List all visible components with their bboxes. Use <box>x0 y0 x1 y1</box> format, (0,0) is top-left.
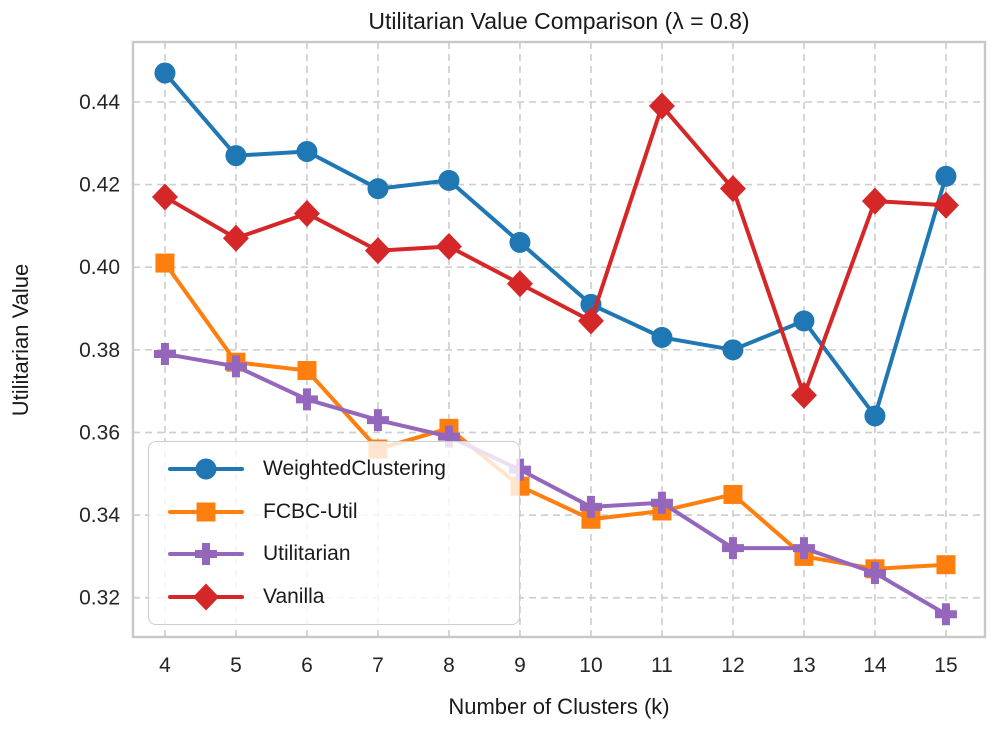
x-tick-label: 11 <box>651 654 673 677</box>
marker-Vanilla <box>577 307 604 335</box>
series-line-WeightedClustering <box>162 70 948 418</box>
marker-FCBC-Util <box>936 555 956 575</box>
marker-Vanilla <box>506 270 533 298</box>
marker-Utilitarian <box>721 537 744 560</box>
legend-marker-FCBC-Util <box>196 502 216 522</box>
marker-Vanilla <box>435 233 462 261</box>
series-Utilitarian <box>153 342 957 626</box>
legend-item-Vanilla: Vanilla <box>167 582 509 612</box>
chart-title: Utilitarian Value Comparison (λ = 0.8) <box>368 8 750 34</box>
marker-Vanilla <box>222 224 249 252</box>
x-tick-label: 9 <box>514 654 526 677</box>
x-tick-label: 13 <box>792 654 815 677</box>
marker-FCBC-Util <box>297 360 317 380</box>
legend-label-FCBC-Util: FCBC-Util <box>263 499 358 523</box>
legend-marker-Utilitarian <box>195 543 217 566</box>
x-tick-label: 5 <box>230 654 242 677</box>
marker-Vanilla <box>648 92 675 120</box>
x-tick-label: 14 <box>863 654 887 677</box>
marker-FCBC-Util <box>723 484 743 504</box>
marker-WeightedClustering <box>722 339 744 361</box>
x-axis-label: Number of Clusters (k) <box>448 694 670 719</box>
series-line-FCBC-Util <box>162 261 948 571</box>
marker-WeightedClustering <box>935 165 957 187</box>
circle-legend-marker-icon <box>168 458 244 480</box>
marker-Utilitarian <box>934 603 957 626</box>
marker-Vanilla <box>790 381 817 409</box>
plot-border <box>131 40 987 639</box>
square-legend-marker-icon <box>168 502 244 522</box>
marker-Utilitarian <box>224 355 247 378</box>
marker-WeightedClustering <box>651 326 673 348</box>
marker-WeightedClustering <box>793 310 815 332</box>
marker-WeightedClustering <box>225 145 247 167</box>
x-tick-label: 7 <box>372 654 384 677</box>
marker-WeightedClustering <box>296 140 318 162</box>
legend-item-FCBC-Util: FCBC-Util <box>167 497 509 527</box>
x-tick-label: 8 <box>443 654 455 677</box>
x-tick-label: 10 <box>579 654 602 677</box>
marker-Vanilla <box>364 237 391 265</box>
x-tick-label: 12 <box>721 654 744 677</box>
diamond-legend-marker-icon <box>168 583 244 611</box>
series-line-Utilitarian <box>162 351 948 617</box>
marker-Vanilla <box>861 187 888 215</box>
legend: WeightedClustering FCBC-Util Utilitarian Va… <box>148 441 520 625</box>
marker-WeightedClustering <box>367 178 389 200</box>
marker-Utilitarian <box>863 561 886 584</box>
legend-marker-Vanilla <box>193 583 219 611</box>
series-Vanilla <box>151 92 959 409</box>
series-line-Vanilla <box>162 104 948 398</box>
legend-label-Vanilla: Vanilla <box>263 584 325 608</box>
marker-FCBC-Util <box>581 509 601 529</box>
marker-Vanilla <box>932 191 959 219</box>
marker-Utilitarian <box>295 388 318 411</box>
x-tick-label: 15 <box>934 654 957 677</box>
legend-item-WeightedClustering: WeightedClustering <box>167 454 509 484</box>
plus-legend-marker-icon <box>168 543 244 566</box>
marker-Utilitarian <box>650 491 673 514</box>
marker-FCBC-Util <box>155 253 175 273</box>
y-tick-label: 0.34 <box>79 504 120 527</box>
y-tick-label: 0.44 <box>79 91 120 114</box>
y-tick-label: 0.42 <box>79 174 120 197</box>
marker-Utilitarian <box>792 537 815 560</box>
marker-Vanilla <box>719 175 746 203</box>
marker-Utilitarian <box>366 409 389 432</box>
marker-WeightedClustering <box>509 231 531 253</box>
marker-WeightedClustering <box>864 405 886 427</box>
legend-item-Utilitarian: Utilitarian <box>167 539 509 569</box>
x-tick-label: 6 <box>301 654 313 677</box>
y-axis-label: Utilitarian Value <box>8 263 33 417</box>
legend-label-WeightedClustering: WeightedClustering <box>263 457 446 481</box>
marker-Utilitarian <box>437 425 460 448</box>
marker-WeightedClustering <box>154 62 176 84</box>
y-tick-label: 0.40 <box>79 256 120 279</box>
marker-Vanilla <box>293 199 320 227</box>
y-tick-label: 0.36 <box>79 421 120 444</box>
marker-Utilitarian <box>579 495 602 518</box>
marker-WeightedClustering <box>438 169 460 191</box>
y-tick-label: 0.32 <box>79 587 120 610</box>
y-tick-label: 0.38 <box>79 339 120 362</box>
x-tick-label: 4 <box>159 654 171 677</box>
legend-marker-WeightedClustering <box>195 458 217 480</box>
legend-label-Utilitarian: Utilitarian <box>263 542 351 566</box>
marker-Vanilla <box>151 183 178 211</box>
marker-Utilitarian <box>153 342 176 365</box>
